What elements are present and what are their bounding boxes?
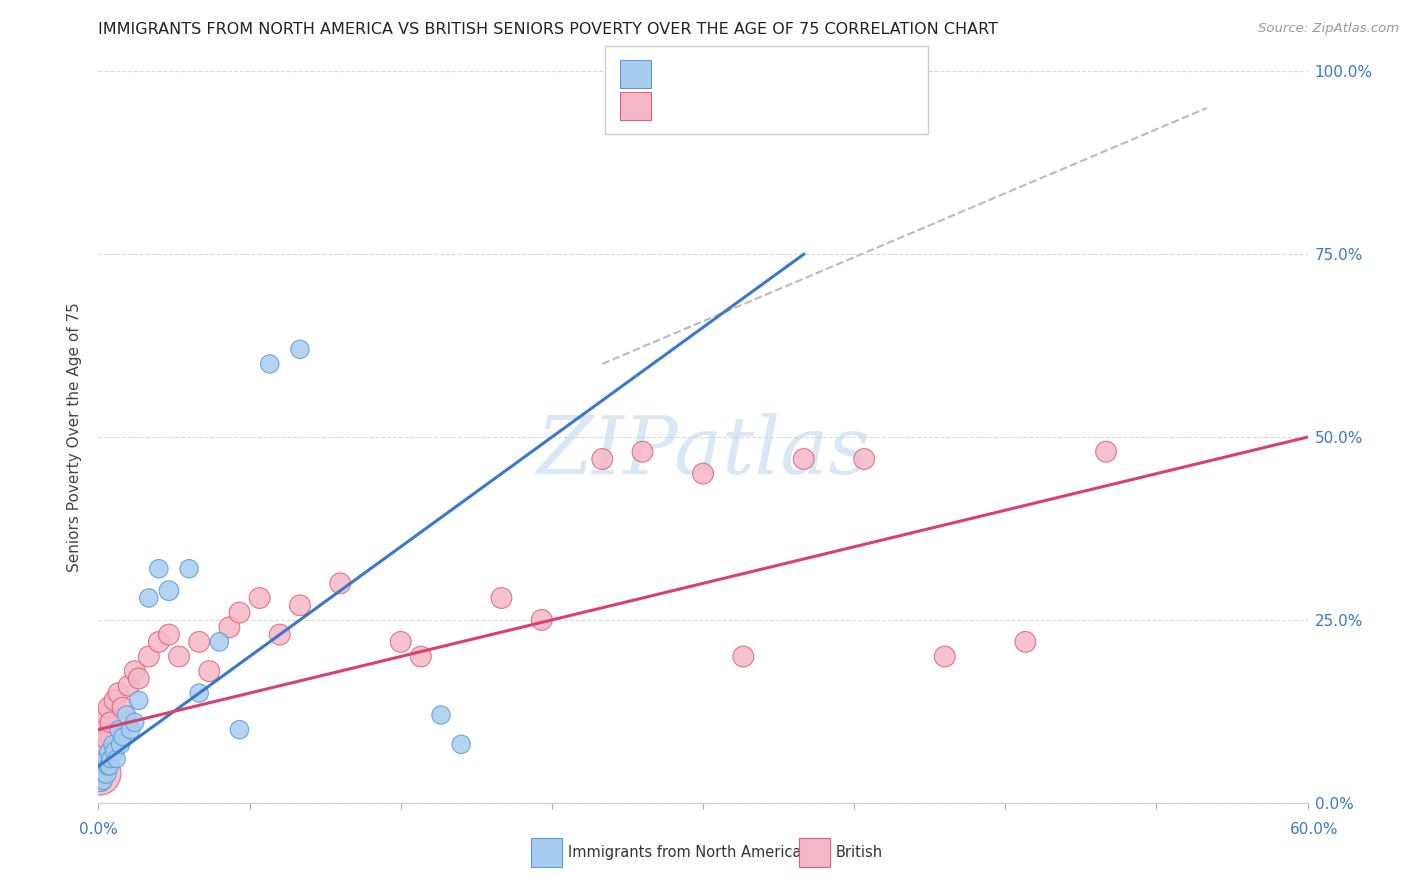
Point	[111, 700, 134, 714]
Point	[128, 693, 150, 707]
Point	[91, 759, 114, 773]
Text: IMMIGRANTS FROM NORTH AMERICA VS BRITISH SENIORS POVERTY OVER THE AGE OF 75 CORR: IMMIGRANTS FROM NORTH AMERICA VS BRITISH…	[98, 22, 998, 37]
Point	[118, 679, 141, 693]
Point	[1095, 444, 1118, 458]
Point	[103, 745, 125, 759]
Point	[105, 752, 128, 766]
Text: R = 0.760   N = 40: R = 0.760 N = 40	[659, 99, 815, 113]
Point	[188, 686, 211, 700]
Point	[90, 745, 112, 759]
Point	[793, 452, 815, 467]
Point	[409, 649, 432, 664]
Point	[591, 452, 613, 467]
Point	[89, 773, 111, 788]
Text: British: British	[835, 846, 883, 860]
Point	[90, 766, 112, 780]
Point	[157, 583, 180, 598]
Point	[228, 723, 250, 737]
Point	[107, 686, 129, 700]
Point	[96, 759, 118, 773]
Point	[288, 343, 311, 357]
Point	[128, 672, 150, 686]
Point	[97, 700, 120, 714]
Point	[198, 664, 221, 678]
Point	[94, 752, 117, 766]
Point	[96, 766, 118, 780]
Point	[93, 723, 115, 737]
Text: ZIPatlas: ZIPatlas	[536, 413, 870, 491]
Point	[450, 737, 472, 751]
Point	[107, 723, 129, 737]
Point	[100, 715, 122, 730]
Point	[98, 759, 121, 773]
Point	[124, 715, 146, 730]
Point	[97, 745, 120, 759]
Point	[188, 635, 211, 649]
Point	[228, 606, 250, 620]
Point	[93, 766, 115, 780]
Point	[157, 627, 180, 641]
Point	[389, 635, 412, 649]
Text: Source: ZipAtlas.com: Source: ZipAtlas.com	[1258, 22, 1399, 36]
Point	[148, 562, 170, 576]
Point	[111, 730, 134, 744]
Point	[530, 613, 553, 627]
Point	[269, 627, 291, 641]
Point	[100, 752, 122, 766]
Point	[138, 591, 160, 605]
Point	[103, 693, 125, 707]
Point	[733, 649, 755, 664]
Point	[110, 737, 132, 751]
Point	[101, 737, 124, 751]
Point	[148, 635, 170, 649]
Point	[89, 759, 111, 773]
Point	[288, 599, 311, 613]
Point	[179, 562, 201, 576]
Point	[96, 708, 118, 723]
Point	[853, 452, 876, 467]
Point	[93, 730, 115, 744]
Text: Immigrants from North America: Immigrants from North America	[568, 846, 801, 860]
Point	[692, 467, 714, 481]
Point	[115, 708, 138, 723]
Point	[120, 723, 142, 737]
Point	[329, 576, 352, 591]
Point	[138, 649, 160, 664]
Point	[249, 591, 271, 605]
Point	[91, 737, 114, 751]
Point	[934, 649, 956, 664]
Point	[93, 773, 115, 788]
Text: 0.0%: 0.0%	[79, 822, 118, 837]
Point	[1014, 635, 1036, 649]
Point	[167, 649, 190, 664]
Text: R = 0.500   N = 32: R = 0.500 N = 32	[659, 67, 815, 81]
Point	[491, 591, 513, 605]
Point	[89, 766, 111, 780]
Text: 60.0%: 60.0%	[1291, 822, 1339, 837]
Point	[124, 664, 146, 678]
Point	[218, 620, 240, 634]
Point	[208, 635, 231, 649]
Point	[430, 708, 453, 723]
Point	[259, 357, 281, 371]
Point	[631, 444, 654, 458]
Y-axis label: Seniors Poverty Over the Age of 75: Seniors Poverty Over the Age of 75	[67, 302, 83, 572]
